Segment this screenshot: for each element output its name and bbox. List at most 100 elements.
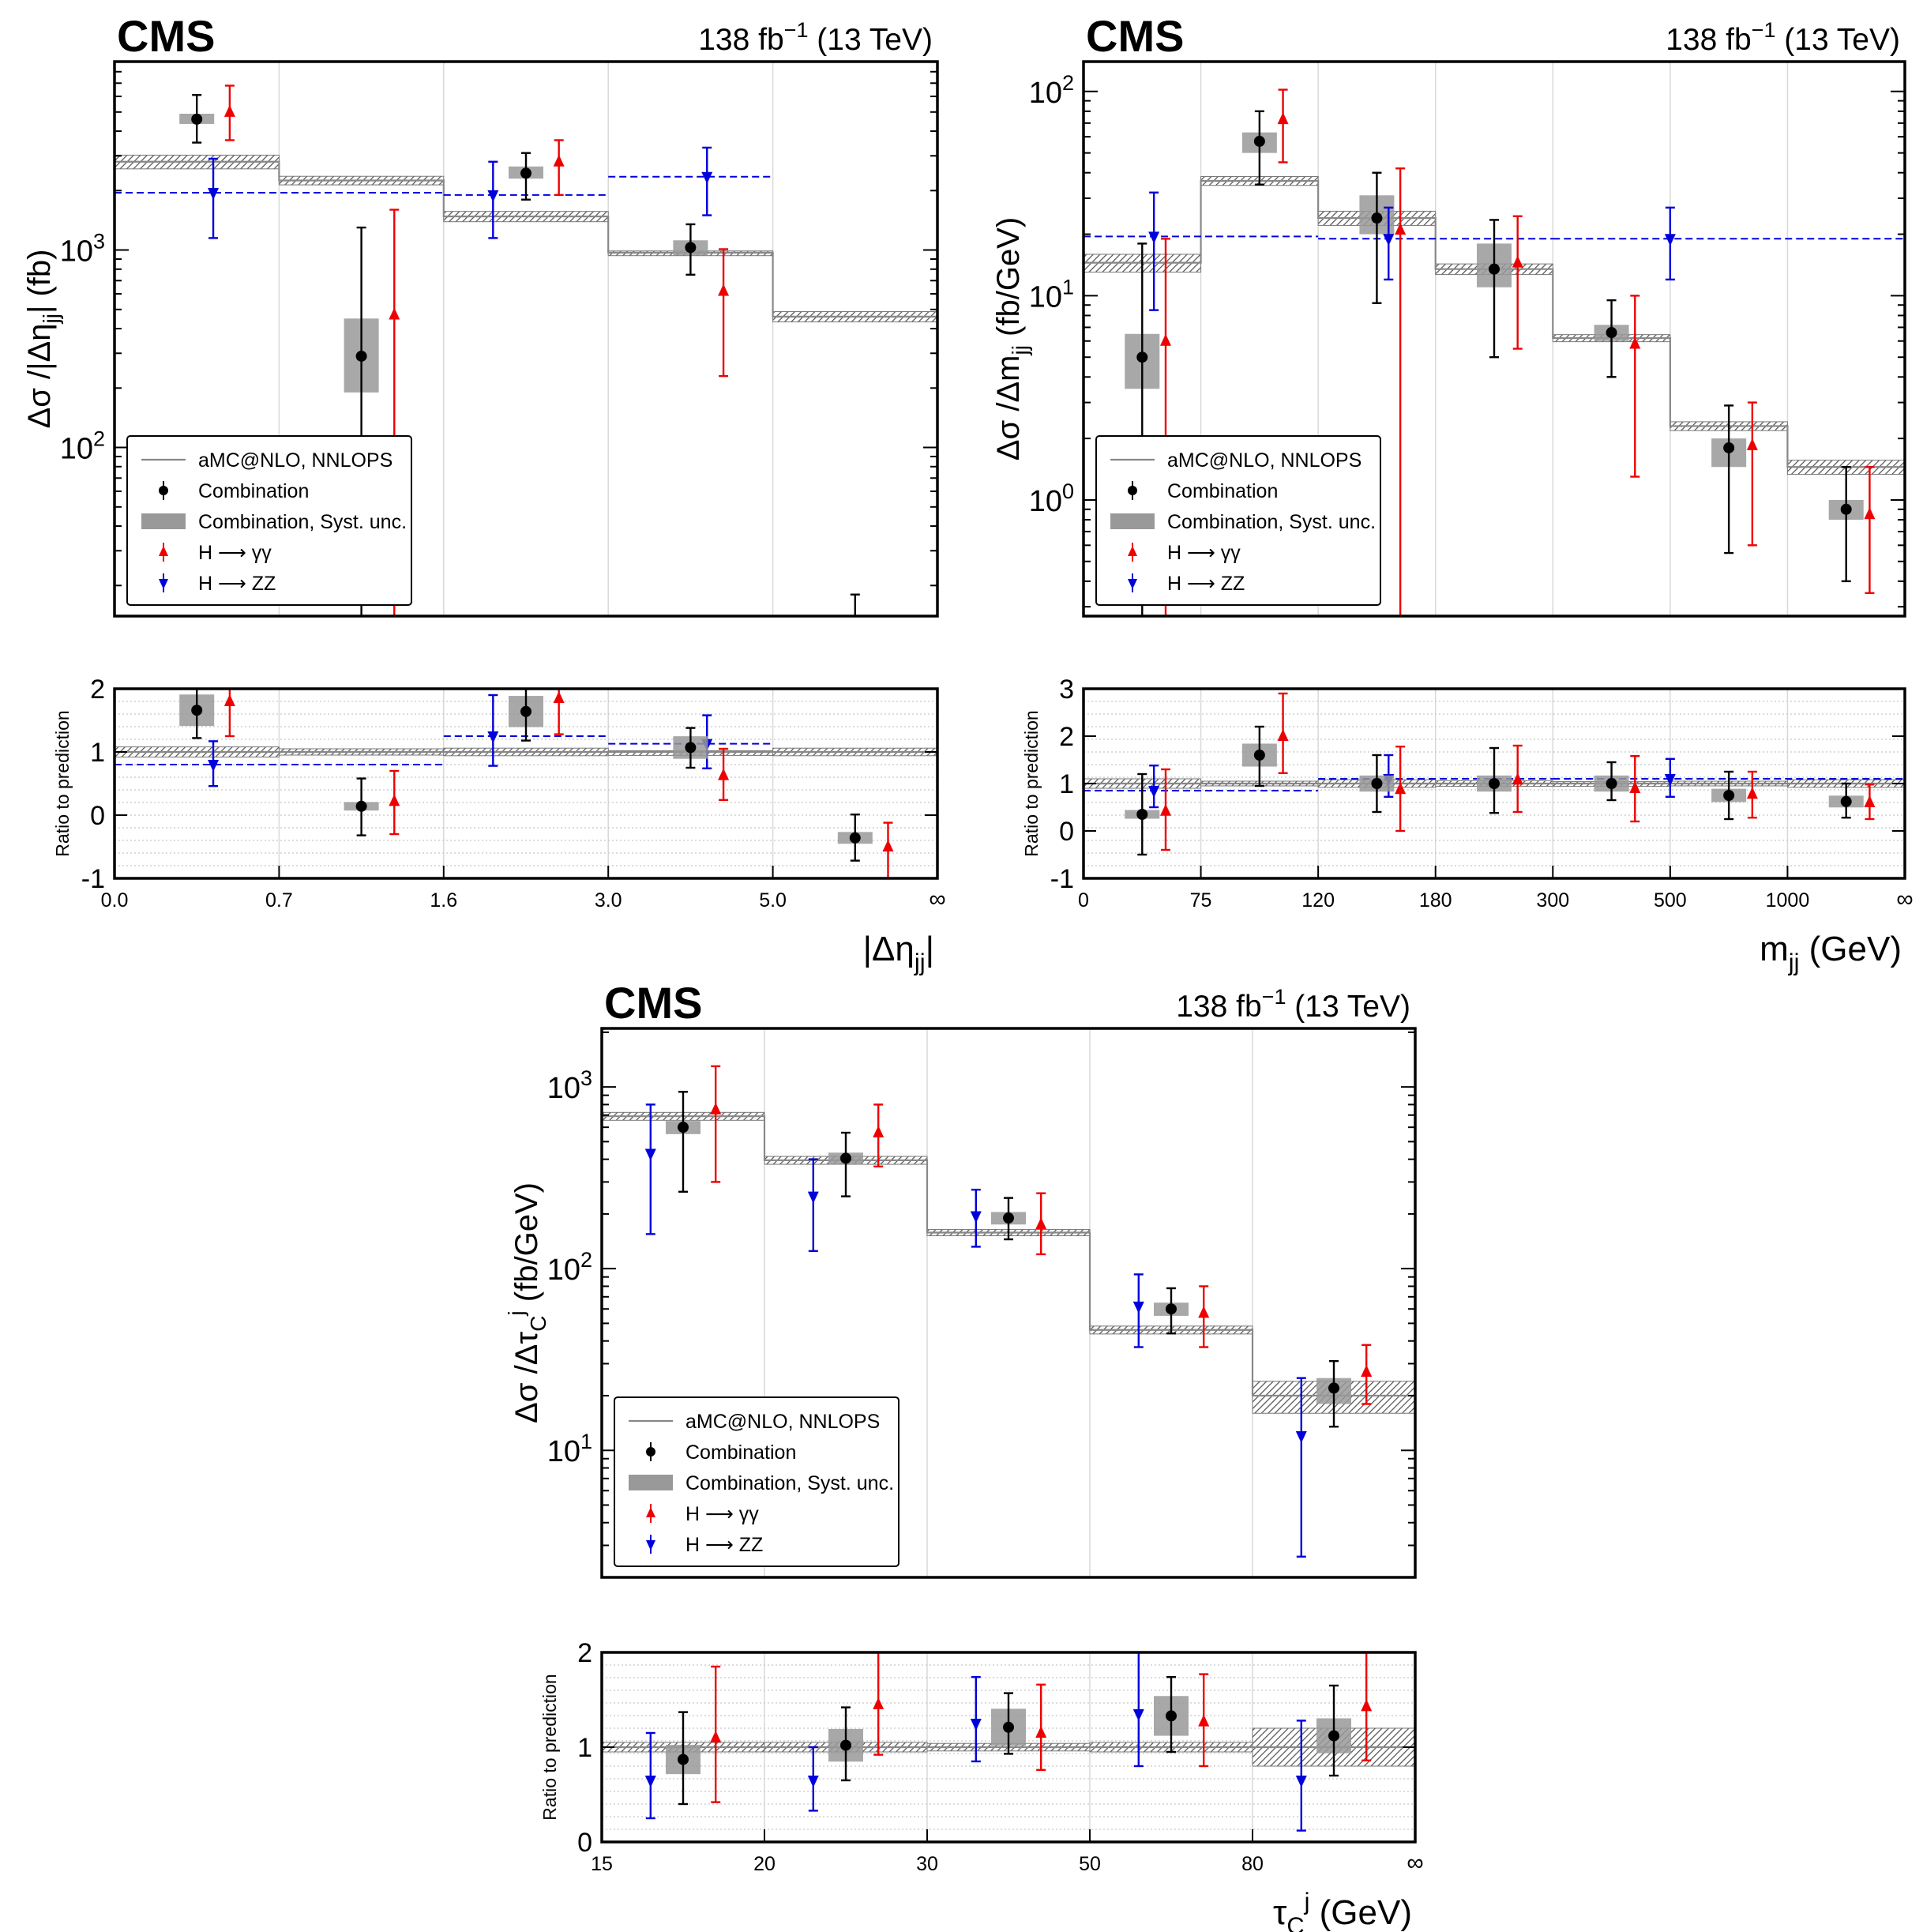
x-tick-label: 15 bbox=[591, 1853, 613, 1875]
y-tick-label: 102 bbox=[547, 1248, 592, 1287]
hgg-point bbox=[223, 104, 235, 117]
ratio-hgg-point bbox=[1629, 781, 1641, 793]
ratio-combination-point bbox=[849, 832, 861, 844]
legend-combination: Combination bbox=[1167, 480, 1278, 502]
combination-point bbox=[1606, 327, 1617, 339]
legend-prediction: aMC@NLO, NNLOPS bbox=[1167, 449, 1361, 472]
legend-hzz: H ⟶ ZZ bbox=[198, 573, 276, 595]
hzz-point bbox=[701, 171, 713, 184]
ratio-hgg-point bbox=[718, 768, 730, 780]
legend-hzz: H ⟶ ZZ bbox=[685, 1534, 763, 1556]
y-tick-label: 101 bbox=[1029, 275, 1074, 314]
ratio-combination-point bbox=[1003, 1721, 1014, 1733]
legend-combination: Combination bbox=[685, 1441, 796, 1464]
main-frame bbox=[600, 1027, 1417, 1579]
combination-point bbox=[355, 350, 367, 362]
ratio-hzz-point bbox=[208, 760, 220, 772]
ratio-y-tick-label: -1 bbox=[1050, 864, 1074, 894]
hgg-point bbox=[873, 1126, 885, 1138]
ratio-combination-point bbox=[1723, 790, 1735, 801]
ratio-y-tick-label: 2 bbox=[90, 675, 105, 705]
legend-syst: Combination, Syst. unc. bbox=[685, 1472, 894, 1494]
legend-box bbox=[126, 435, 412, 606]
hgg-point bbox=[553, 154, 565, 167]
hzz-point bbox=[1148, 231, 1160, 244]
ratio-combination-point bbox=[1328, 1730, 1339, 1742]
legend-hgg-marker bbox=[646, 1507, 655, 1517]
ratio-y-axis-title: Ratio to prediction bbox=[539, 1674, 560, 1820]
ratio-combination-point bbox=[1136, 809, 1148, 820]
main-frame bbox=[113, 60, 939, 618]
combination-point bbox=[1166, 1303, 1177, 1315]
ratio-hgg-point bbox=[1361, 1699, 1373, 1712]
y-tick-label: 101 bbox=[547, 1430, 592, 1468]
ratio-combination-point bbox=[191, 705, 203, 716]
ratio-hzz-point bbox=[1132, 1709, 1144, 1721]
legend-combination-marker bbox=[646, 1447, 655, 1457]
legend-prediction: aMC@NLO, NNLOPS bbox=[198, 449, 392, 472]
hgg-point bbox=[1198, 1306, 1210, 1318]
x-axis-title: mjj (GeV) bbox=[1760, 930, 1902, 975]
y-tick-label: 100 bbox=[1029, 479, 1074, 518]
x-tick-label: 5.0 bbox=[759, 889, 787, 911]
combination-point bbox=[840, 1152, 851, 1164]
combination-point bbox=[520, 167, 531, 179]
ratio-hzz-point bbox=[970, 1719, 982, 1731]
prediction-line bbox=[115, 160, 937, 318]
ratio-hgg-point bbox=[1746, 787, 1758, 799]
ratio-y-tick-label: 1 bbox=[1059, 769, 1074, 799]
x-tick-label: ∞ bbox=[1407, 1850, 1423, 1876]
ratio-hzz-point bbox=[1295, 1776, 1307, 1787]
x-tick-label: 0.7 bbox=[265, 889, 293, 911]
legend-syst: Combination, Syst. unc. bbox=[1167, 511, 1376, 533]
ratio-y-axis-title: Ratio to prediction bbox=[52, 710, 73, 856]
ratio-hgg-point bbox=[1512, 772, 1523, 785]
combination-point bbox=[1489, 263, 1500, 275]
y-tick-label: 103 bbox=[60, 230, 105, 269]
ratio-combination-point bbox=[840, 1739, 851, 1751]
ratio-y-tick-label: 0 bbox=[577, 1828, 592, 1858]
hgg-point bbox=[1160, 333, 1171, 346]
hzz-point bbox=[487, 190, 499, 202]
ratio-hgg-point bbox=[1277, 729, 1289, 741]
x-tick-label: 3.0 bbox=[595, 889, 622, 911]
legend-hgg: H ⟶ γγ bbox=[685, 1503, 759, 1525]
x-tick-label: 0 bbox=[1078, 889, 1089, 911]
legend-box bbox=[1095, 435, 1381, 606]
ratio-hgg-point bbox=[1395, 782, 1407, 795]
ratio-y-tick-label: 0 bbox=[90, 801, 105, 831]
hzz-point bbox=[1664, 234, 1676, 246]
x-axis-title: τCj (GeV) bbox=[1273, 1888, 1412, 1932]
ratio-combination-point bbox=[1606, 778, 1617, 789]
luminosity-label: 138 fb−1 (13 TeV) bbox=[698, 18, 933, 57]
ratio-hgg-point bbox=[1198, 1714, 1210, 1727]
legend-syst-swatch bbox=[629, 1475, 673, 1490]
luminosity-label: 138 fb−1 (13 TeV) bbox=[1666, 18, 1900, 57]
ratio-hgg-point bbox=[1035, 1726, 1047, 1738]
hgg-point bbox=[1629, 336, 1641, 349]
ratio-combination-point bbox=[1253, 750, 1265, 761]
hgg-point bbox=[1277, 112, 1289, 125]
y-axis-title: Δσ /|Δηjj| (fb) bbox=[22, 250, 63, 429]
hgg-point bbox=[1512, 255, 1523, 268]
legend-prediction: aMC@NLO, NNLOPS bbox=[685, 1411, 880, 1433]
legend-combination: Combination bbox=[198, 480, 309, 502]
ratio-combination-point bbox=[1166, 1710, 1177, 1722]
combination-point bbox=[678, 1122, 689, 1133]
hgg-point bbox=[1035, 1217, 1047, 1230]
ratio-hgg-point bbox=[389, 794, 400, 806]
legend-hgg-marker bbox=[159, 546, 168, 556]
x-tick-label: 80 bbox=[1241, 1853, 1264, 1875]
hgg-point bbox=[1395, 223, 1407, 235]
legend-hgg: H ⟶ γγ bbox=[198, 542, 272, 564]
hzz-point bbox=[807, 1191, 819, 1204]
ratio-hgg-point bbox=[710, 1731, 722, 1742]
ratio-hgg-point bbox=[223, 694, 235, 706]
legend-hzz: H ⟶ ZZ bbox=[1167, 573, 1245, 595]
legend-syst-swatch bbox=[141, 513, 186, 529]
x-tick-label: 50 bbox=[1079, 1853, 1101, 1875]
hzz-point bbox=[1295, 1430, 1307, 1443]
ratio-y-tick-label: -1 bbox=[81, 864, 105, 894]
combination-point bbox=[1723, 442, 1735, 453]
